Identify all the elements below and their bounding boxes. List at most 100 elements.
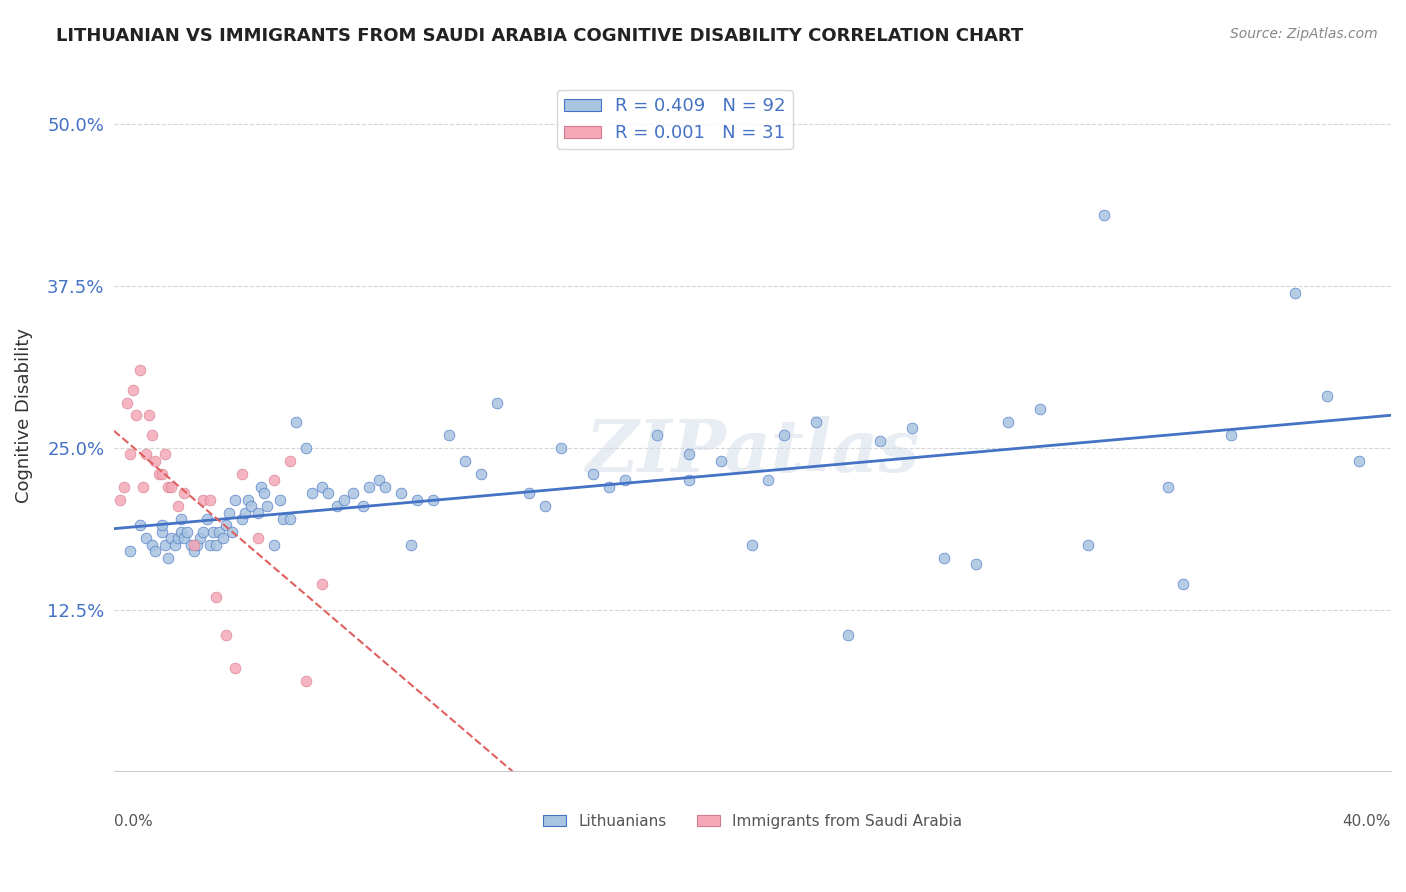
Point — [128, 518, 150, 533]
Point — [145, 454, 167, 468]
Point — [534, 499, 557, 513]
Point — [193, 492, 215, 507]
Point — [160, 532, 183, 546]
Point — [186, 538, 208, 552]
Point — [269, 492, 291, 507]
Point — [368, 473, 391, 487]
Point — [1029, 402, 1052, 417]
Point — [1092, 208, 1115, 222]
Point — [141, 538, 163, 552]
Point — [145, 544, 167, 558]
Point — [869, 434, 891, 449]
Point — [806, 415, 828, 429]
Point — [709, 454, 731, 468]
Text: 40.0%: 40.0% — [1343, 814, 1391, 829]
Point — [422, 492, 444, 507]
Point — [215, 518, 238, 533]
Point — [758, 473, 780, 487]
Point — [198, 492, 221, 507]
Point — [645, 428, 668, 442]
Point — [773, 428, 796, 442]
Point — [128, 363, 150, 377]
Point — [294, 441, 316, 455]
Point — [221, 524, 243, 539]
Text: 0.0%: 0.0% — [114, 814, 153, 829]
Point — [166, 499, 188, 513]
Point — [256, 499, 278, 513]
Point — [233, 506, 256, 520]
Point — [613, 473, 636, 487]
Point — [359, 480, 381, 494]
Point — [135, 447, 157, 461]
Point — [997, 415, 1019, 429]
Point — [201, 524, 224, 539]
Point — [198, 538, 221, 552]
Point — [205, 538, 228, 552]
Point — [253, 486, 276, 500]
Point — [486, 395, 509, 409]
Point — [138, 409, 160, 423]
Point — [352, 499, 374, 513]
Y-axis label: Cognitive Disability: Cognitive Disability — [15, 328, 32, 503]
Point — [901, 421, 924, 435]
Point — [115, 395, 138, 409]
Point — [141, 428, 163, 442]
Point — [148, 467, 170, 481]
Point — [193, 524, 215, 539]
Point — [326, 499, 349, 513]
Point — [110, 492, 132, 507]
Point — [437, 428, 460, 442]
Point — [163, 538, 186, 552]
Point — [1156, 480, 1178, 494]
Point — [211, 532, 233, 546]
Point — [231, 467, 253, 481]
Point — [180, 538, 202, 552]
Point — [678, 473, 700, 487]
Point — [176, 524, 198, 539]
Point — [678, 447, 700, 461]
Point — [311, 576, 333, 591]
Point — [160, 480, 183, 494]
Point — [240, 499, 263, 513]
Point — [118, 544, 141, 558]
Point — [246, 532, 269, 546]
Point — [1173, 576, 1195, 591]
Point — [517, 486, 540, 500]
Point — [173, 486, 195, 500]
Point — [195, 512, 218, 526]
Point — [582, 467, 605, 481]
Point — [399, 538, 422, 552]
Text: LITHUANIAN VS IMMIGRANTS FROM SAUDI ARABIA COGNITIVE DISABILITY CORRELATION CHAR: LITHUANIAN VS IMMIGRANTS FROM SAUDI ARAB… — [56, 27, 1024, 45]
Point — [173, 532, 195, 546]
Point — [294, 673, 316, 688]
Point — [118, 447, 141, 461]
Point — [170, 512, 193, 526]
Point — [157, 550, 180, 565]
Point — [470, 467, 492, 481]
Point — [183, 538, 205, 552]
Point — [311, 480, 333, 494]
Point — [1316, 389, 1339, 403]
Point — [263, 538, 285, 552]
Point — [188, 532, 211, 546]
Point — [284, 415, 307, 429]
Point — [170, 524, 193, 539]
Point — [215, 628, 238, 642]
Point — [224, 661, 246, 675]
Point — [150, 518, 173, 533]
Point — [374, 480, 396, 494]
Point — [333, 492, 356, 507]
Point — [250, 480, 273, 494]
Text: Source: ZipAtlas.com: Source: ZipAtlas.com — [1230, 27, 1378, 41]
Point — [837, 628, 859, 642]
Point — [122, 383, 145, 397]
Point — [598, 480, 620, 494]
Point — [236, 492, 259, 507]
Point — [389, 486, 412, 500]
Point — [135, 532, 157, 546]
Point — [150, 467, 173, 481]
Point — [183, 544, 205, 558]
Point — [132, 480, 155, 494]
Point — [278, 512, 301, 526]
Point — [454, 454, 477, 468]
